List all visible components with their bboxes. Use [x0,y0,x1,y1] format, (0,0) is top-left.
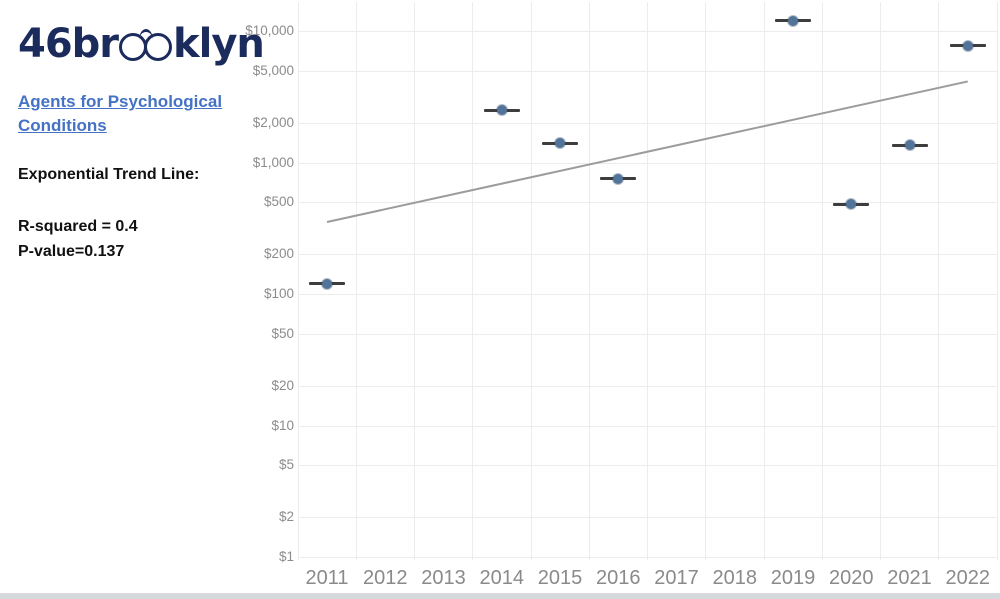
data-point-2015[interactable] [542,137,578,149]
horizontal-gridline [298,557,997,558]
dot-mark [555,138,565,149]
logo-text-suffix: klyn [173,21,265,67]
vertical-gridline [880,2,881,560]
horizontal-gridline [298,122,997,124]
horizontal-gridline [298,333,997,335]
vertical-gridline [763,2,765,560]
left-panel: 46br klyn Agents for Psychological Condi… [18,21,265,265]
regression-stats: R-squared = 0.4 P-value=0.137 [18,214,240,265]
horizontal-gridline [298,31,997,32]
x-axis-tick-label-2013: 2013 [421,567,466,589]
y-axis-tick-label: $500 [263,194,294,210]
y-axis-tick-label: $5 [278,457,294,473]
y-axis-tick-label: $100 [263,286,294,301]
horizontal-gridline [298,425,997,427]
x-axis-tick-label-2017: 2017 [654,567,699,589]
dot-mark [846,199,857,210]
data-point-2022[interactable] [949,40,986,52]
x-axis-tick-label-2014: 2014 [479,567,525,589]
y-axis-tick-label: $200 [263,246,294,262]
horizontal-gridline [298,385,997,387]
vertical-gridline [821,2,823,560]
y-axis-tick-label: $1,000 [252,154,294,170]
data-point-2019[interactable] [775,15,811,27]
data-point-2011[interactable] [309,278,345,290]
vertical-gridline [705,2,707,560]
data-point-2020[interactable] [833,198,870,210]
dot-mark [322,278,332,289]
horizontal-gridline [298,517,997,519]
vertical-gridline [530,2,532,560]
dot-mark [788,15,798,26]
y-axis-tick-label: $10 [271,417,294,433]
r-squared-value: R-squared = 0.4 [18,217,138,235]
y-axis-tick-label: $5,000 [252,62,294,78]
y-axis-tick-label: $2 [278,509,294,525]
x-axis-tick-label-2016: 2016 [596,567,641,589]
bottom-border [0,593,1000,599]
horizontal-gridline [298,70,997,72]
dot-mark [904,140,915,151]
trend-line-label: Exponential Trend Line: [18,165,200,183]
y-axis-tick-label: $10,000 [245,23,294,38]
horizontal-gridline [298,254,997,256]
data-point-2021[interactable] [891,139,928,151]
vertical-gridline [647,2,648,560]
vertical-gridline [588,2,590,560]
horizontal-gridline [298,202,997,204]
vertical-gridline [355,2,357,560]
x-axis-tick-label-2012: 2012 [363,567,408,589]
right-lens-icon [144,33,173,61]
y-axis-tick-label: $20 [271,377,294,393]
dot-mark [613,173,624,184]
dot-mark [962,40,973,51]
x-axis-tick-label-2020: 2020 [829,567,874,589]
x-axis-tick-label-2011: 2011 [305,567,349,589]
brand-logo-46brooklyn: 46br klyn [18,21,265,67]
drug-category-link[interactable]: Agents for Psychological Conditions [18,92,223,135]
vertical-gridline [297,2,299,560]
data-point-2014[interactable] [483,104,520,116]
vertical-gridline [938,2,940,560]
dot-mark [496,105,507,116]
horizontal-gridline [298,294,997,295]
vertical-gridline [472,2,474,560]
logo-text-prefix: 46br [18,21,119,67]
y-axis-tick-label: $50 [271,325,294,341]
y-axis-tick-label: $1 [278,549,294,564]
horizontal-gridline [298,162,997,164]
x-axis-tick-label-2022: 2022 [945,567,991,589]
y-axis-tick-label: $2,000 [252,114,294,130]
p-value: P-value=0.137 [18,243,125,261]
vertical-gridline [996,2,998,560]
glasses-bridge-icon [138,29,153,40]
data-point-2016[interactable] [600,173,637,185]
x-axis-tick-label-2019: 2019 [770,567,816,589]
x-axis-tick-label-2015: 2015 [537,567,583,589]
horizontal-gridline [298,465,997,467]
vertical-gridline [414,2,415,560]
x-axis-tick-label-2018: 2018 [712,567,758,589]
glasses-icon [119,29,173,61]
x-axis-tick-label-2021: 2021 [887,567,932,589]
